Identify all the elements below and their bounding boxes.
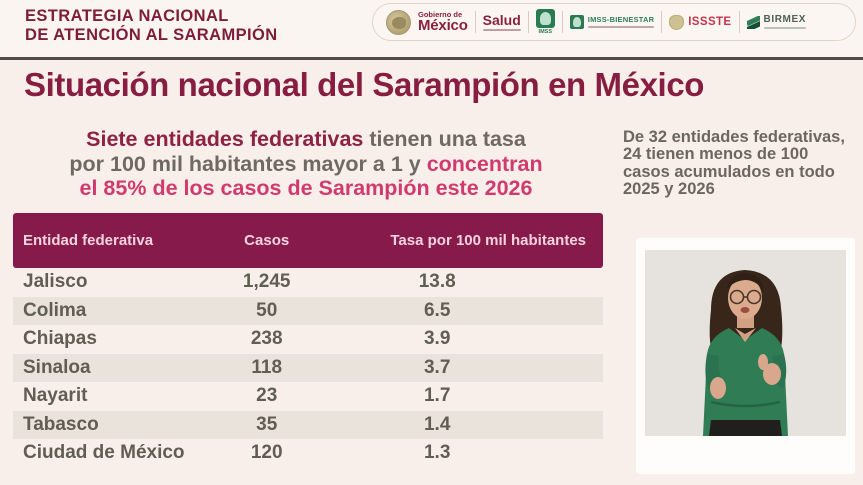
birmex-tagline-line xyxy=(763,27,807,29)
key-message-line2: por 100 mil habitantes mayor a 1 y conce… xyxy=(69,151,543,176)
logo-bar: Gobierno de México Salud IMSS IMSS-BIENE… xyxy=(372,3,856,41)
gobierno-de-label: Gobierno de xyxy=(418,9,463,19)
key-message: Siete entidades federativas tienen una t… xyxy=(8,127,604,201)
rate-cell: 3.7 xyxy=(423,356,451,378)
gobierno-mexico-logo: Gobierno de México xyxy=(418,11,468,34)
issste-logo: ISSSTE xyxy=(669,14,731,30)
table-row: Jalisco 1,245 13.8 xyxy=(13,268,603,297)
logo-separator xyxy=(527,11,529,33)
key-message-line3: el 85% de los casos de Sarampión este 20… xyxy=(79,176,533,200)
table-row: Chiapas 238 3.9 xyxy=(13,325,603,354)
table-row: Nayarit 23 1.7 xyxy=(13,382,603,411)
cases-cell: 238 xyxy=(250,328,283,350)
entity-cell: Ciudad de México xyxy=(23,442,185,464)
program-title-line1: ESTRATEGIA NACIONAL xyxy=(25,7,229,25)
imss-bienestar-logo: IMSS-BIENESTAR xyxy=(569,15,655,29)
rate-cell: 3.9 xyxy=(423,328,451,350)
rate-cell: 1.4 xyxy=(423,413,451,435)
table-row: Colima 50 6.5 xyxy=(13,296,603,325)
header-divider xyxy=(0,57,863,60)
sign-language-interpreter-photo xyxy=(645,250,846,436)
entity-cell: Sinaloa xyxy=(23,356,91,378)
rate-cell: 1.3 xyxy=(423,442,451,464)
birmex-logo: BIRMEX xyxy=(746,15,807,29)
entity-cell: Chiapas xyxy=(23,328,97,350)
column-header-cases: Casos xyxy=(190,213,344,268)
entity-cell: Jalisco xyxy=(23,271,88,293)
column-header-entity: Entidad federativa xyxy=(13,213,190,268)
entity-cell: Tabasco xyxy=(23,413,99,435)
logo-separator xyxy=(661,11,663,33)
column-header-rate: Tasa por 100 mil habitantes xyxy=(343,213,603,268)
page-title: Situación nacional del Sarampión en Méxi… xyxy=(24,66,705,103)
salud-tagline-line xyxy=(482,29,521,31)
table-row: Tabasco 35 1.4 xyxy=(13,410,603,439)
table-row: Ciudad de México 120 1.3 xyxy=(13,439,603,468)
program-title: ESTRATEGIA NACIONAL DE ATENCIÓN AL SARAM… xyxy=(25,7,278,46)
cases-table: Entidad federativa Casos Tasa por 100 mi… xyxy=(13,213,603,468)
table-header: Entidad federativa Casos Tasa por 100 mi… xyxy=(13,213,603,268)
cases-cell: 35 xyxy=(256,413,278,435)
imss-bienestar-icon xyxy=(569,15,584,29)
logo-separator xyxy=(738,11,740,33)
salud-logo: Salud xyxy=(482,13,521,31)
logo-separator xyxy=(474,11,476,33)
interpreter-card xyxy=(636,238,855,474)
entity-cell: Colima xyxy=(23,299,87,321)
logo-separator xyxy=(561,11,563,33)
imss-shield-icon xyxy=(535,9,555,28)
gobierno-mexico-eagle-icon xyxy=(386,9,411,35)
birmex-icon xyxy=(746,15,760,29)
table-body: Jalisco 1,245 13.8 Colima 50 6.5 Chiapas 238 3.9… xyxy=(13,268,603,468)
rate-cell: 13.8 xyxy=(418,271,456,293)
issste-eagle-icon xyxy=(669,14,685,30)
table-row: Sinaloa 118 3.7 xyxy=(13,353,603,382)
cases-cell: 118 xyxy=(251,356,283,378)
program-title-line2: DE ATENCIÓN AL SARAMPIÓN xyxy=(25,26,278,45)
imss-logo: IMSS xyxy=(535,9,555,35)
cases-cell: 23 xyxy=(256,385,278,407)
rate-cell: 1.7 xyxy=(423,385,451,407)
cases-cell: 1,245 xyxy=(242,271,291,293)
entity-cell: Nayarit xyxy=(23,385,88,407)
rate-cell: 6.5 xyxy=(423,299,451,321)
key-message-line1: Siete entidades federativas tienen una t… xyxy=(86,127,526,151)
interpreter-illustration xyxy=(645,250,846,436)
imss-bienestar-tagline-line xyxy=(587,25,655,28)
side-note: De 32 entidades federativas, 24 tienen m… xyxy=(623,128,845,199)
cases-cell: 120 xyxy=(250,442,283,464)
cases-cell: 50 xyxy=(256,299,278,321)
mexico-label: México xyxy=(418,17,468,35)
